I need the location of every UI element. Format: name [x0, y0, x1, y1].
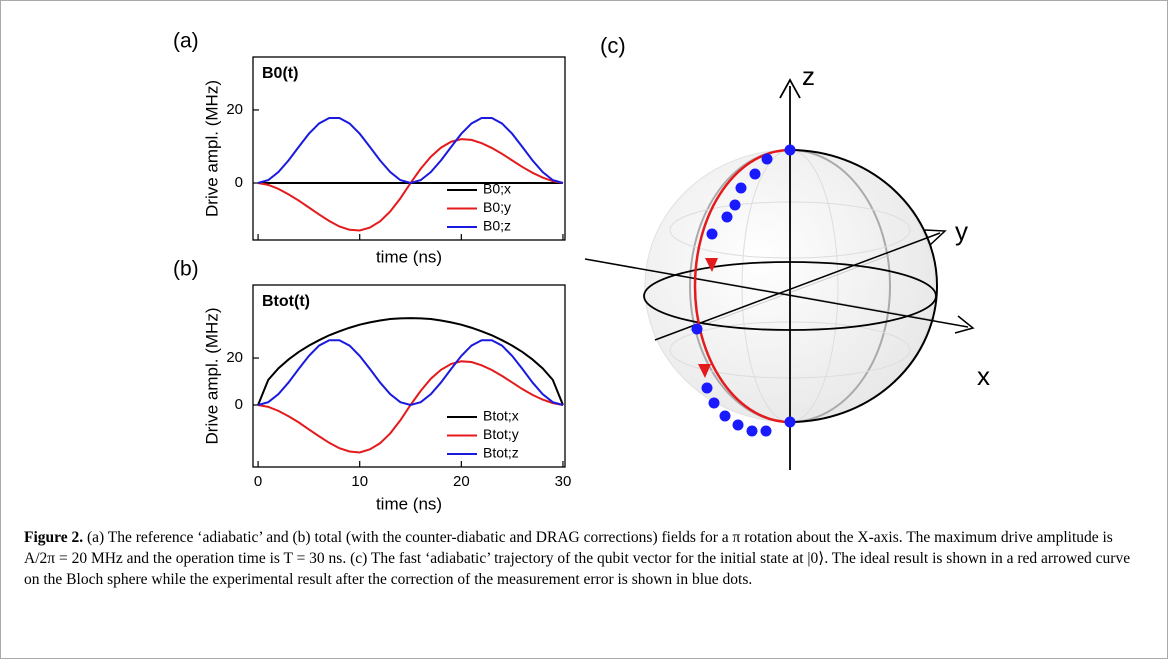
dot	[784, 416, 796, 428]
panel-label: (a)	[173, 30, 199, 53]
legend-label: Btot;z	[483, 445, 519, 461]
y-axis-title: Drive ampl. (MHz)	[202, 80, 221, 217]
dot	[746, 425, 758, 437]
series-line	[257, 317, 564, 406]
arrow-head	[705, 258, 718, 272]
x-axis-title: time (ns)	[376, 494, 442, 513]
axis-label: z	[802, 61, 815, 91]
legend-label: Btot;y	[483, 426, 519, 442]
panel-label: (c)	[600, 33, 626, 58]
y-tick-label: 20	[226, 349, 243, 366]
x-tick-label: 10	[351, 473, 368, 490]
dot	[721, 211, 733, 223]
dot	[749, 168, 761, 180]
x-tick-label: 0	[254, 473, 262, 490]
arrow-head	[779, 78, 801, 99]
axis-label: y	[955, 216, 968, 246]
panel-title: B0(t)	[262, 65, 298, 82]
dot	[761, 153, 773, 165]
y-tick-label: 0	[235, 174, 243, 191]
caption: Figure 2. (a) The reference ‘adiabatic’ …	[24, 527, 1144, 590]
dot	[701, 382, 713, 394]
caption-label: Figure 2.	[24, 529, 84, 546]
dot	[732, 419, 744, 431]
legend-label: B0;z	[483, 218, 511, 234]
x-axis-title: time (ns)	[376, 247, 442, 266]
caption-text: (a) The reference ‘adiabatic’ and (b) to…	[24, 529, 1131, 588]
bloch-sphere	[584, 78, 975, 470]
dot	[719, 410, 731, 422]
dot	[706, 228, 718, 240]
plot-frame	[252, 56, 566, 241]
plot-frame	[252, 284, 566, 468]
experiment-dots	[691, 144, 796, 437]
y-axis	[654, 232, 941, 341]
panel-title: Btot(t)	[262, 293, 310, 310]
dot	[691, 323, 703, 335]
series-line	[257, 339, 564, 407]
dot	[760, 425, 772, 437]
legend-label: Btot;x	[483, 408, 519, 424]
meridian	[789, 149, 938, 423]
y-axis-title: Drive ampl. (MHz)	[202, 308, 221, 445]
dot	[784, 144, 796, 156]
series-line	[257, 138, 564, 232]
y-tick-label: 20	[226, 101, 243, 118]
arrow-head	[698, 364, 711, 378]
y-tick-label: 0	[235, 396, 243, 413]
trajectory	[693, 148, 791, 424]
legend-label: B0;x	[483, 181, 511, 197]
arrow-head	[954, 315, 975, 334]
figure: (c)	[173, 30, 990, 514]
series-line	[257, 117, 564, 185]
arrow-head	[924, 229, 947, 246]
dot	[729, 199, 741, 211]
x-tick-label: 20	[453, 473, 470, 490]
x-tick-label: 30	[555, 473, 572, 490]
legend-label: B0;y	[483, 199, 511, 215]
axis-label: x	[977, 361, 990, 391]
x-axis	[584, 258, 969, 328]
panel-label: (b)	[173, 258, 199, 281]
dot	[735, 182, 747, 194]
dot	[708, 397, 720, 409]
